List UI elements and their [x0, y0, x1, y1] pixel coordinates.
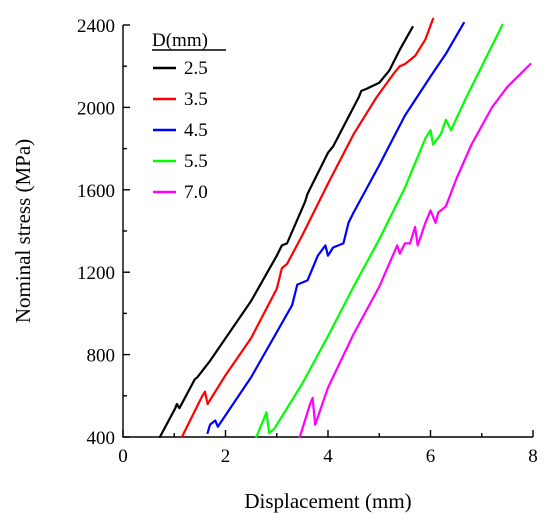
y-tick-label: 2000: [77, 98, 115, 119]
legend-label-7.0: 7.0: [184, 182, 208, 203]
series-line-4.5: [206, 21, 465, 434]
legend-label-2.5: 2.5: [184, 58, 208, 79]
series-line-7.0: [298, 62, 532, 439]
x-tick-label: 6: [426, 446, 436, 467]
y-tick-label: 2400: [77, 16, 115, 37]
legend-label-3.5: 3.5: [184, 89, 208, 110]
y-tick-label: 400: [87, 428, 116, 449]
ticks: 0 2 4 6 8 400 800 1200 1600 2000 2400: [77, 16, 538, 467]
y-tick-label: 1200: [77, 263, 115, 284]
y-tick-label: 800: [87, 346, 116, 367]
legend-title: D(mm): [152, 30, 208, 51]
legend: D(mm) 2.5 3.5 4.5 5.5 7.0: [152, 30, 226, 203]
series-line-3.5: [180, 17, 435, 439]
x-tick-label: 0: [118, 446, 128, 467]
series-group: [158, 17, 532, 439]
series-line-2.5: [158, 26, 414, 439]
y-axis-title: Nominal stress (MPa): [11, 139, 35, 323]
x-tick-label: 4: [323, 446, 333, 467]
x-tick-label: 2: [221, 446, 231, 467]
series-line-5.5: [255, 23, 504, 439]
legend-label-4.5: 4.5: [184, 120, 208, 141]
x-tick-label: 8: [528, 446, 538, 467]
y-tick-label: 1600: [77, 181, 115, 202]
x-axis-title: Displacement (mm): [244, 489, 411, 513]
legend-label-5.5: 5.5: [184, 151, 208, 172]
